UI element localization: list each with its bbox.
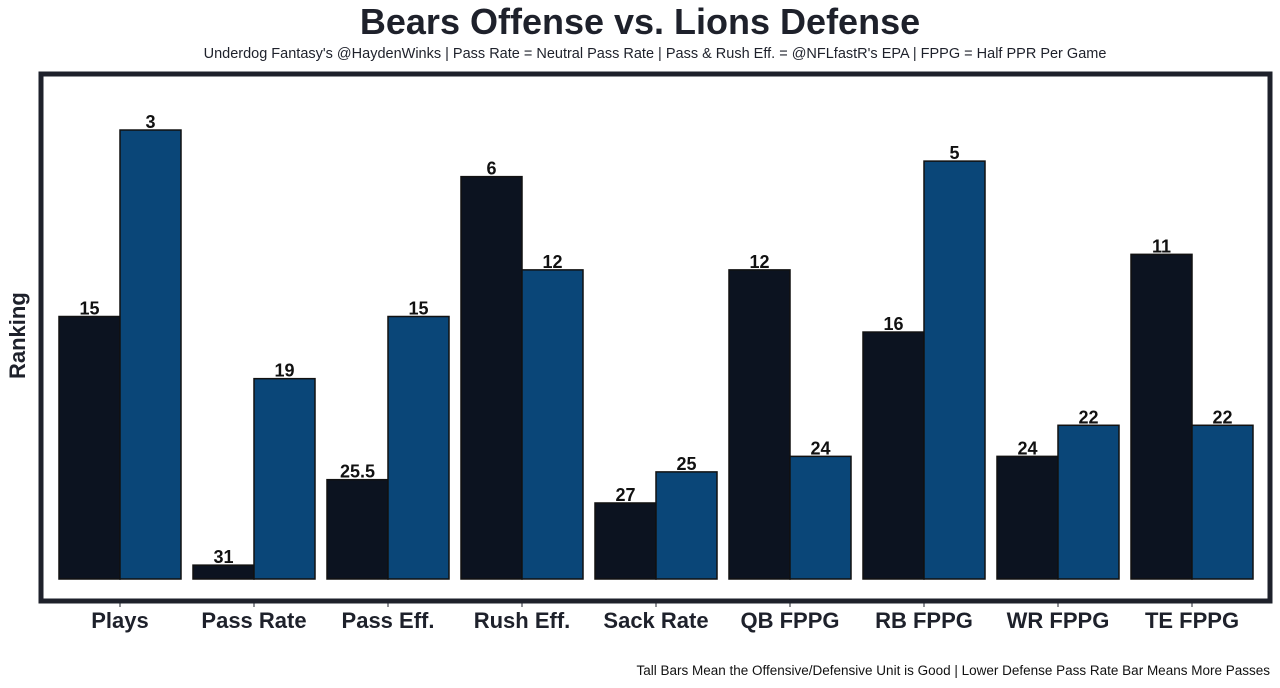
data-label: 31 [213, 547, 233, 567]
bar-offense-pass-eff [326, 478, 389, 580]
bar-offense-rb-fppg [862, 331, 925, 580]
bar-offense-rush-eff [460, 175, 523, 580]
data-label: 15 [408, 299, 428, 319]
bar-defense-rb-fppg [923, 160, 986, 580]
bar-defense-pass-eff [387, 315, 450, 580]
data-label: 11 [1152, 236, 1171, 256]
x-tick-label: Sack Rate [603, 608, 708, 633]
x-tick-label: Plays [91, 608, 149, 633]
x-tick-label: RB FPPG [875, 608, 973, 633]
x-tick-label: QB FPPG [740, 608, 839, 633]
data-label: 25 [676, 454, 696, 474]
bar-defense-sack-rate [655, 471, 718, 580]
bar-defense-rush-eff [521, 269, 584, 580]
bar-offense-wr-fppg [996, 455, 1059, 580]
data-label: 27 [615, 485, 635, 505]
data-label: 12 [542, 252, 562, 272]
bar-defense-qb-fppg [789, 455, 852, 580]
bar-offense-pass-rate [192, 564, 255, 580]
bar-defense-wr-fppg [1057, 424, 1120, 580]
plot-frame [38, 71, 1273, 604]
bar-defense-te-fppg [1191, 424, 1254, 580]
bar-defense-pass-rate [253, 377, 316, 580]
data-label: 24 [810, 438, 830, 458]
data-label: 16 [883, 314, 903, 334]
bar-offense-sack-rate [594, 502, 657, 580]
data-label: 6 [486, 159, 496, 179]
x-tick-label: Rush Eff. [474, 608, 571, 633]
data-label: 15 [79, 299, 99, 319]
x-tick-label: WR FPPG [1007, 608, 1110, 633]
data-label: 12 [749, 252, 769, 272]
chart-subtitle: Underdog Fantasy's @HaydenWinks | Pass R… [203, 46, 1107, 62]
chart-footer-note: Tall Bars Mean the Offensive/Defensive U… [636, 663, 1270, 678]
x-tick-label: Pass Eff. [342, 608, 435, 633]
data-label: 19 [274, 361, 294, 381]
x-tick-label: Pass Rate [201, 608, 306, 633]
data-label: 25.5 [340, 462, 375, 482]
bar-offense-plays [58, 315, 121, 580]
chart-title: Bears Offense vs. Lions Defense [359, 1, 921, 42]
data-label: 3 [145, 112, 155, 132]
data-label: 24 [1017, 438, 1037, 458]
bar-defense-plays [119, 129, 182, 580]
data-label: 22 [1212, 407, 1232, 427]
x-tick-label: TE FPPG [1145, 608, 1239, 633]
bar-offense-qb-fppg [728, 269, 791, 580]
bar-offense-te-fppg [1130, 253, 1193, 580]
data-label: 5 [949, 143, 959, 163]
data-label: 22 [1078, 407, 1098, 427]
